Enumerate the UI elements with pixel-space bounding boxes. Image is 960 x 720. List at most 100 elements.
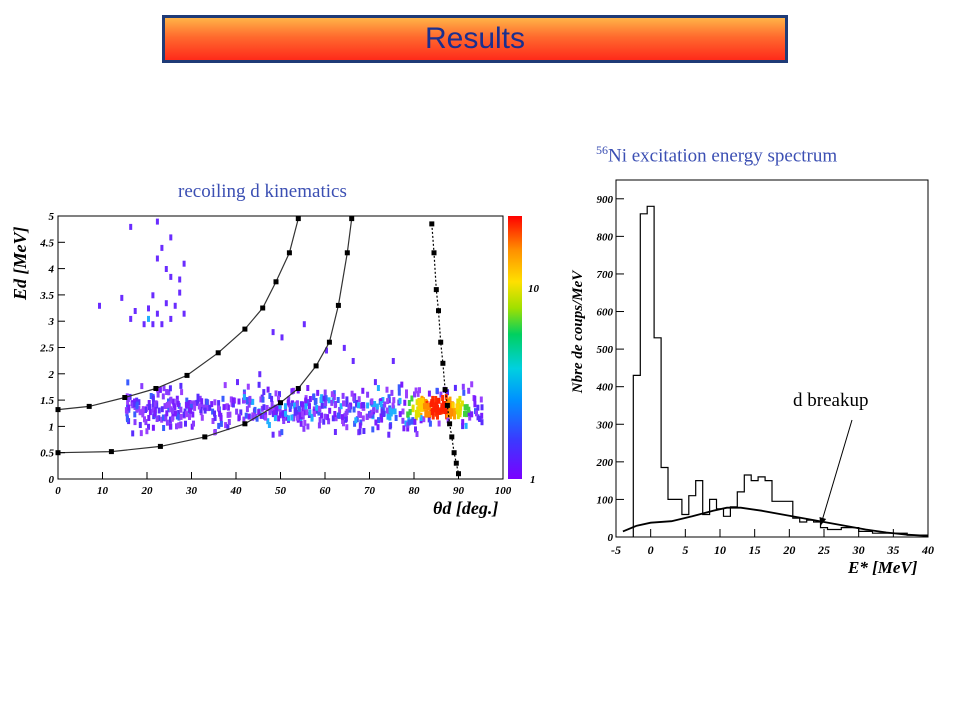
band-cell — [370, 398, 374, 405]
band-cell — [223, 382, 227, 389]
band-cell — [133, 419, 137, 426]
band-cell — [448, 396, 452, 403]
band-cell — [386, 413, 390, 420]
band-cell — [374, 419, 378, 426]
band-cell — [456, 398, 460, 405]
band-cell — [368, 412, 372, 419]
left-x-tick-label: 0 — [55, 485, 61, 497]
band-cell — [352, 395, 356, 402]
scatter-point — [271, 431, 275, 438]
hotspot-cell — [436, 397, 441, 404]
hotspot-cell — [417, 403, 422, 410]
band-cell — [255, 415, 259, 422]
band-cell — [290, 388, 294, 395]
right-y-tick-label: 500 — [597, 344, 614, 356]
band-cell — [176, 422, 180, 429]
scatter-point — [147, 315, 150, 322]
band-cell — [137, 405, 141, 412]
band-cell — [398, 411, 402, 418]
band-cell — [397, 389, 401, 396]
scatter-point — [164, 300, 168, 307]
band-cell — [385, 386, 389, 393]
scatter-point — [151, 292, 155, 299]
breakup-arrowhead — [819, 517, 827, 526]
band-cell — [388, 423, 392, 430]
left-y-tick-label: 2.5 — [39, 343, 54, 355]
band-cell — [262, 389, 266, 396]
band-cell — [350, 390, 354, 397]
band-cell — [185, 397, 189, 404]
left-y-tick-label: 2 — [48, 369, 55, 381]
band-cell — [372, 406, 376, 412]
band-cell — [427, 390, 431, 397]
band-cell — [383, 401, 387, 408]
band-cell — [386, 398, 390, 405]
band-cell — [272, 410, 276, 417]
band-cell — [149, 393, 153, 399]
band-cell — [266, 418, 270, 425]
band-cell — [467, 410, 471, 417]
band-cell — [301, 411, 305, 418]
band-cell — [179, 413, 183, 420]
band-cell — [242, 397, 245, 404]
left-x-tick-label: 30 — [185, 485, 198, 497]
band-cell — [179, 382, 183, 389]
right-y-tick-label: 800 — [597, 231, 614, 243]
left-y-tick-label: 3 — [48, 316, 55, 328]
band-cell — [408, 409, 412, 416]
band-cell — [342, 400, 345, 407]
right-x-label: E* [MeV] — [847, 558, 918, 577]
band-cell — [182, 411, 186, 418]
band-cell — [196, 398, 200, 405]
band-cell — [168, 385, 172, 392]
band-cell — [222, 404, 226, 411]
band-cell — [253, 406, 257, 413]
band-cell — [292, 402, 296, 409]
band-cell — [259, 412, 263, 419]
band-cell — [299, 413, 303, 420]
band-cell — [200, 414, 204, 421]
left-y-tick-label: 4.5 — [39, 237, 54, 249]
hotspot-cell — [449, 405, 454, 412]
band-cell — [317, 422, 321, 429]
band-cell — [141, 411, 145, 418]
right-y-tick-label: 600 — [597, 307, 614, 319]
band-cell — [277, 395, 280, 402]
right-y-tick-label: 400 — [596, 382, 614, 394]
left-x-tick-label: 50 — [275, 485, 287, 497]
scatter-point — [271, 329, 275, 336]
band-cell — [301, 401, 305, 408]
kinematic-marker — [440, 360, 446, 366]
band-cell — [148, 403, 151, 410]
scatter-point — [129, 223, 133, 230]
band-cell — [446, 417, 450, 424]
band-cell — [164, 414, 168, 421]
band-cell — [179, 406, 183, 413]
band-cell — [312, 393, 316, 400]
band-cell — [415, 399, 419, 406]
band-cell — [286, 399, 290, 406]
band-cell — [411, 417, 415, 424]
kinematics-chart: 0 10 20 30 40 50 60 70 80 90 100 0 0.5 1 1.5 2 2.5 3 3.5 4… — [10, 211, 540, 518]
band-cell — [282, 414, 285, 421]
band-cell — [126, 396, 130, 402]
band-cell — [270, 395, 274, 402]
band-cell — [354, 417, 358, 424]
band-cell — [381, 397, 385, 403]
band-cell — [139, 430, 143, 437]
band-cell — [292, 415, 296, 422]
right-y-label: Nbre de coups/MeV — [570, 269, 586, 394]
kinematic-marker — [344, 250, 350, 256]
band-cell — [317, 409, 321, 416]
band-cell — [151, 424, 155, 431]
band-cell — [270, 401, 274, 407]
band-cell — [402, 425, 406, 432]
band-cell — [320, 402, 324, 409]
left-x-tick-label: 40 — [230, 485, 243, 497]
band-cell — [138, 422, 142, 428]
colorbar-label-high: 10 — [528, 283, 540, 295]
band-cell — [131, 402, 135, 409]
band-cell — [219, 420, 223, 427]
right-x-tick-label: 0 — [648, 543, 654, 557]
band-cell — [334, 415, 338, 422]
